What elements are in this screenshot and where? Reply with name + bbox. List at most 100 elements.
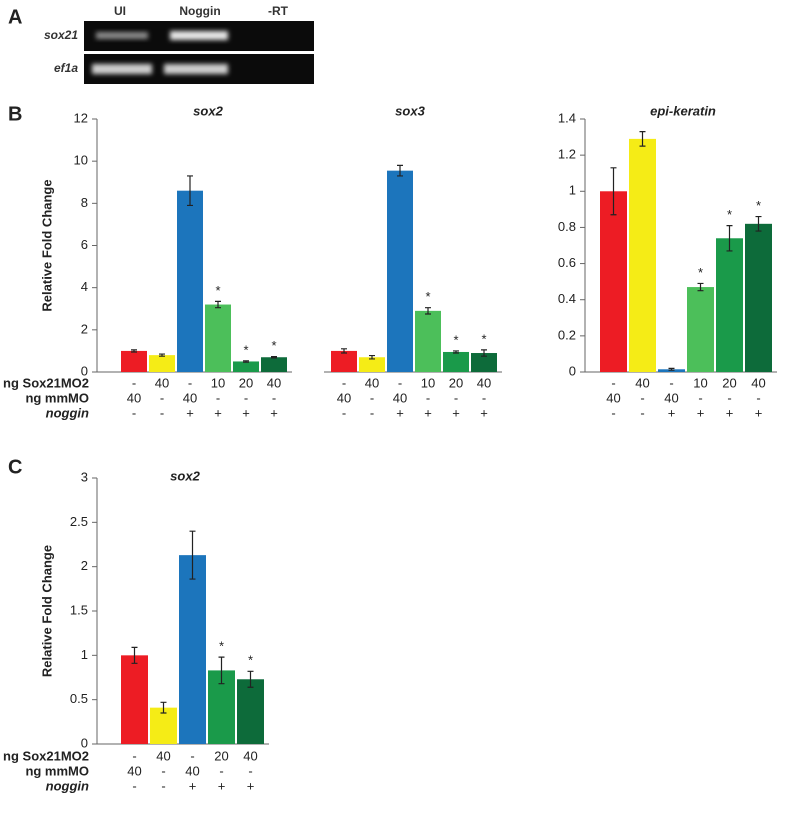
y-tick-label: 1: [569, 183, 576, 198]
gel-column-label: UI: [114, 4, 126, 18]
condition-value: 40: [183, 390, 197, 405]
y-tick-label: 1.4: [558, 110, 576, 125]
y-axis-label: Relative Fold Change: [39, 545, 54, 677]
condition-value: +: [452, 405, 460, 420]
y-tick-label: 3: [81, 469, 88, 484]
bar: [331, 350, 357, 372]
condition-value: 10: [211, 375, 225, 390]
significance-marker: *: [727, 207, 732, 222]
error-bar: [271, 356, 277, 359]
y-tick-label: 1: [81, 647, 88, 662]
condition-value: 40: [267, 375, 281, 390]
error-bar: [341, 348, 347, 354]
condition-value: -: [132, 405, 136, 420]
bar: [745, 223, 772, 372]
significance-marker: *: [756, 198, 761, 213]
condition-value: -: [342, 405, 346, 420]
condition-value: -: [244, 390, 248, 405]
y-tick-label: 1.2: [558, 147, 576, 162]
condition-value: -: [160, 390, 164, 405]
error-bar: [131, 646, 138, 664]
bar: [149, 355, 175, 372]
y-tick-label: 0: [569, 363, 576, 378]
gel-column-label: Noggin: [179, 4, 220, 18]
condition-value: -: [216, 390, 220, 405]
chart-title: sox3: [395, 103, 425, 118]
condition-value: 40: [155, 375, 169, 390]
condition-value: -: [190, 748, 194, 763]
condition-value: -: [454, 390, 458, 405]
bar: [177, 190, 203, 372]
condition-value: -: [248, 763, 252, 778]
condition-value: -: [640, 390, 644, 405]
significance-marker: *: [271, 338, 276, 353]
condition-value: 10: [421, 375, 435, 390]
error-bar: [453, 350, 459, 354]
bar: [716, 238, 743, 372]
condition-value: 40: [606, 390, 620, 405]
bar: [629, 138, 656, 372]
condition-value: 40: [477, 375, 491, 390]
y-axis-label: Relative Fold Change: [39, 179, 54, 311]
condition-value: 10: [693, 375, 707, 390]
chart-title: sox2: [193, 103, 223, 118]
condition-value: +: [697, 405, 705, 420]
error-bar: [218, 656, 225, 685]
condition-value: +: [218, 778, 226, 793]
error-bar: [668, 367, 675, 371]
condition-value: 20: [722, 375, 736, 390]
panel-label: B: [8, 103, 22, 125]
bar: [443, 351, 469, 372]
y-tick-label: 8: [81, 195, 88, 210]
y-tick-label: 0: [81, 363, 88, 378]
bar: [121, 350, 147, 372]
y-tick-label: 0.2: [558, 327, 576, 342]
condition-value: 40: [127, 763, 141, 778]
condition-value: +: [424, 405, 432, 420]
significance-marker: *: [243, 342, 248, 357]
condition-label: ng Sox21MO2: [3, 748, 89, 763]
condition-label: ng Sox21MO2: [3, 375, 89, 390]
significance-marker: *: [425, 289, 430, 304]
condition-value: +: [247, 778, 255, 793]
condition-value: -: [272, 390, 276, 405]
gel-row-label: sox21: [44, 28, 78, 42]
condition-value: 40: [127, 390, 141, 405]
bar: [233, 361, 259, 372]
gel-row-label: ef1a: [54, 61, 78, 75]
condition-value: -: [482, 390, 486, 405]
y-tick-label: 12: [74, 110, 88, 125]
significance-marker: *: [698, 265, 703, 280]
condition-value: -: [398, 375, 402, 390]
condition-label: ng mmMO: [25, 763, 89, 778]
bar: [237, 679, 264, 744]
condition-value: -: [132, 375, 136, 390]
condition-value: +: [186, 405, 194, 420]
condition-value: -: [342, 375, 346, 390]
y-tick-label: 6: [81, 237, 88, 252]
y-tick-label: 0.6: [558, 255, 576, 270]
error-bar: [425, 307, 431, 315]
gel-band: [170, 31, 228, 40]
condition-value: -: [132, 778, 136, 793]
bar: [179, 555, 206, 744]
bar: [687, 287, 714, 372]
condition-value: 40: [751, 375, 765, 390]
significance-marker: *: [248, 653, 253, 668]
panel-label: A: [8, 6, 22, 28]
bar: [387, 170, 413, 372]
condition-value: -: [727, 390, 731, 405]
condition-value: +: [189, 778, 197, 793]
error-bar: [243, 360, 249, 363]
y-tick-label: 2: [81, 321, 88, 336]
error-bar: [610, 167, 617, 216]
condition-value: -: [370, 390, 374, 405]
condition-value: 40: [185, 763, 199, 778]
condition-label: noggin: [46, 405, 89, 420]
condition-value: 40: [243, 748, 257, 763]
bar: [205, 304, 231, 372]
error-bar: [639, 131, 646, 147]
y-tick-label: 0.8: [558, 219, 576, 234]
y-tick-label: 2.5: [70, 514, 88, 529]
